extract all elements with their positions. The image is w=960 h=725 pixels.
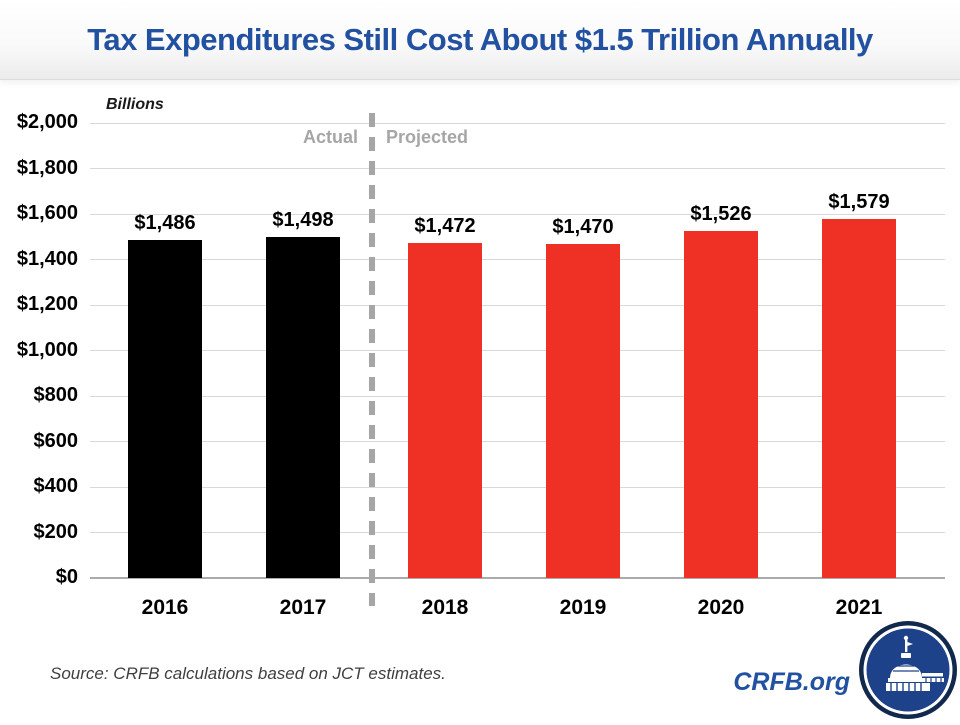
y-tick-label-1600: $1,600 bbox=[16, 202, 78, 224]
x-tick-label-2016: 2016 bbox=[141, 596, 189, 619]
y-tick-label-1400: $1,400 bbox=[16, 247, 78, 270]
x-tick-label-2019: 2019 bbox=[559, 596, 607, 619]
y-axis-units-label: Billions bbox=[106, 96, 164, 113]
gridline-600 bbox=[90, 441, 945, 442]
header-band: Tax Expenditures Still Cost About $1.5 T… bbox=[0, 0, 960, 80]
bar-value-label-2019: $1,470 bbox=[552, 215, 614, 238]
capitol-dome-logo bbox=[858, 620, 958, 720]
gridline-1600 bbox=[90, 213, 945, 215]
bar-value-label-2017: $1,498 bbox=[272, 209, 334, 232]
gridline-400 bbox=[90, 486, 945, 488]
bar-value-label-2020: $1,526 bbox=[690, 202, 752, 225]
y-tick-label-0: $0 bbox=[55, 566, 78, 588]
y-tick-label-400: $400 bbox=[33, 475, 79, 497]
y-tick-label-1800: $1,800 bbox=[16, 156, 78, 179]
y-axis: $0 $200 $400 $600 $800 $1,000 $1,200 $1,400 $1,6… bbox=[0, 111, 80, 588]
y-tick-label-1200: $1,200 bbox=[16, 293, 78, 315]
gridline-1400 bbox=[90, 259, 945, 260]
x-tick-label-2017: 2017 bbox=[279, 596, 327, 619]
capitol-dome-icon bbox=[859, 621, 957, 719]
y-tick-label-800: $800 bbox=[33, 384, 79, 406]
bar-2021 bbox=[822, 218, 896, 578]
x-tick-label-2020: 2020 bbox=[697, 596, 745, 619]
gridline-200 bbox=[90, 532, 945, 533]
x-tick-label-2018: 2018 bbox=[421, 596, 469, 619]
bar-2018 bbox=[408, 243, 482, 578]
x-tick-label-2021: 2021 bbox=[835, 596, 883, 619]
y-tick-label-200: $200 bbox=[33, 520, 79, 543]
gridline-800 bbox=[90, 395, 945, 397]
plot-area: Actual Projected $1,486 2016 $1,498 2017 $1,… bbox=[90, 113, 945, 619]
bar-value-label-2018: $1,472 bbox=[414, 215, 476, 238]
actual-section-label: Actual bbox=[302, 127, 358, 147]
bar-value-label-2021: $1,579 bbox=[828, 190, 890, 213]
actual-projected-divider-line bbox=[369, 113, 375, 606]
source-note: Source: CRFB calculations based on JCT e… bbox=[50, 664, 446, 683]
bar-2017 bbox=[266, 237, 340, 578]
bar-2020 bbox=[684, 230, 758, 578]
bar-2016 bbox=[128, 239, 202, 578]
gridline-1000 bbox=[90, 350, 945, 351]
projected-section-label: Projected bbox=[386, 127, 469, 147]
bar-2019 bbox=[546, 243, 620, 578]
gridline-1200 bbox=[90, 304, 945, 306]
y-tick-label-600: $600 bbox=[33, 429, 79, 452]
gridline-2000 bbox=[90, 122, 945, 124]
y-tick-label-2000: $2,000 bbox=[16, 111, 78, 133]
brand-text: CRFB.org bbox=[733, 668, 850, 696]
chart-title: Tax Expenditures Still Cost About $1.5 T… bbox=[87, 22, 873, 57]
bar-value-label-2016: $1,486 bbox=[134, 211, 196, 234]
gridline-0 bbox=[90, 577, 945, 579]
y-tick-label-1000: $1,000 bbox=[16, 338, 78, 361]
gridline-1800 bbox=[90, 168, 945, 169]
